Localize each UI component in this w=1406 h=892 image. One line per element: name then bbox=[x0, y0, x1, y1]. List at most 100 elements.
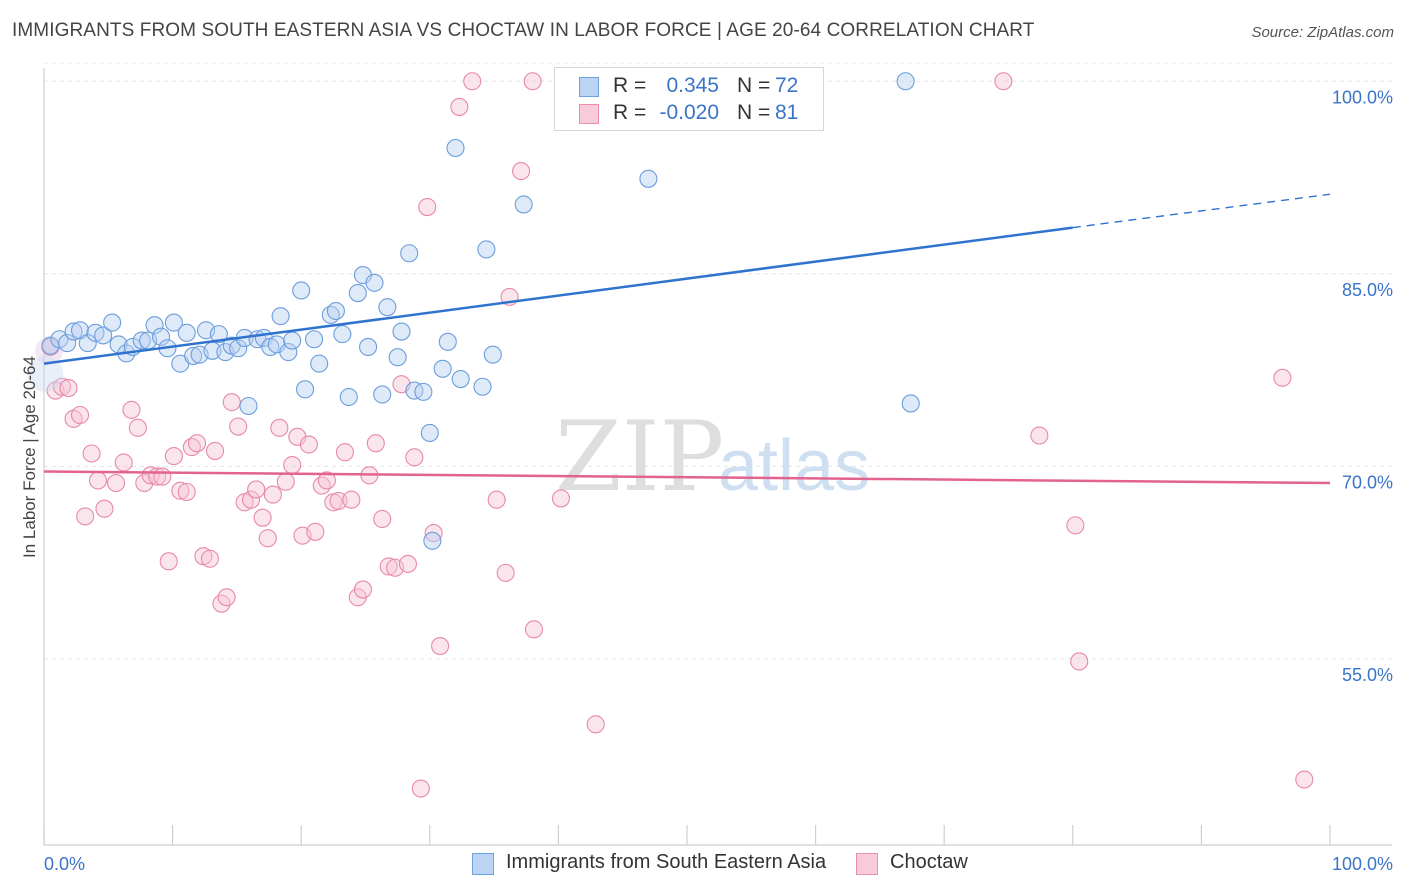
sea-point bbox=[279, 343, 298, 362]
choctaw-point bbox=[366, 434, 385, 453]
choctaw-point bbox=[270, 418, 289, 437]
legend-row-blue: R = 0.345 N = 72 bbox=[555, 74, 823, 100]
choctaw-point bbox=[1070, 652, 1089, 671]
sea-point bbox=[483, 345, 502, 364]
choctaw-point bbox=[551, 489, 571, 508]
choctaw-point bbox=[418, 197, 437, 217]
sea-point bbox=[145, 316, 164, 335]
choctaw-point bbox=[353, 580, 372, 599]
choctaw-point bbox=[524, 620, 544, 639]
sea-point bbox=[414, 382, 433, 401]
choctaw-point bbox=[122, 400, 141, 419]
choctaw-point bbox=[88, 471, 108, 490]
sea-point bbox=[292, 281, 311, 300]
sea-point bbox=[132, 331, 151, 350]
choctaw-point bbox=[299, 435, 318, 454]
choctaw-point bbox=[512, 162, 531, 181]
watermark: ZIP atlas bbox=[555, 401, 870, 513]
choctaw-point bbox=[159, 552, 178, 571]
sea-point bbox=[296, 380, 315, 399]
sea-point bbox=[177, 323, 196, 342]
choctaw-point bbox=[312, 476, 331, 495]
choctaw-point bbox=[205, 441, 225, 460]
legend-r-label: R = bbox=[613, 101, 647, 124]
choctaw-point bbox=[114, 453, 133, 472]
choctaw-point bbox=[342, 490, 361, 509]
tick-labels: 55.0% 70.0% 85.0% 100.0% 0.0% 100.0% bbox=[44, 87, 1393, 874]
sea-point bbox=[514, 195, 533, 214]
choctaw-point bbox=[487, 490, 506, 509]
choctaw-point bbox=[263, 485, 282, 504]
sea-point bbox=[639, 169, 658, 188]
choctaw-point bbox=[379, 557, 398, 576]
choctaw-point bbox=[1030, 426, 1049, 445]
y-tick-label: 55.0% bbox=[1342, 665, 1393, 685]
sea-point bbox=[373, 385, 392, 404]
x-tick-label: 0.0% bbox=[44, 854, 85, 874]
source-note: Source: ZipAtlas.com bbox=[1251, 24, 1394, 41]
choctaw-point bbox=[411, 779, 430, 798]
choctaw-point bbox=[463, 72, 482, 91]
choctaw-point bbox=[217, 588, 236, 607]
legend-sea-label: Immigrants from South Eastern Asia bbox=[506, 851, 827, 873]
sea-point bbox=[420, 423, 439, 443]
sea-trend-extension bbox=[1072, 193, 1331, 229]
choctaw-point bbox=[106, 473, 126, 493]
choctaw-point bbox=[153, 467, 172, 486]
sea-point bbox=[184, 346, 203, 365]
choctaw-point bbox=[247, 480, 266, 499]
choctaw-point bbox=[1273, 368, 1292, 387]
sea-point bbox=[326, 301, 345, 321]
choctaw-point bbox=[994, 72, 1013, 91]
legend-r-label: R = bbox=[613, 74, 647, 97]
choctaw-trend-line bbox=[43, 470, 1331, 485]
sea-point bbox=[283, 331, 302, 350]
choctaw-point bbox=[335, 443, 354, 462]
legend-row-pink: R = -0.020 N = 81 bbox=[555, 101, 823, 127]
legend-blue-swatch bbox=[579, 77, 599, 97]
legend-blue-r: 0.345 bbox=[666, 74, 719, 97]
sea-point bbox=[103, 313, 122, 332]
choctaw-point bbox=[586, 715, 605, 734]
legend-n-label: N = bbox=[737, 101, 771, 124]
choctaw-point bbox=[253, 508, 272, 527]
choctaw-point bbox=[82, 444, 101, 463]
sea-point bbox=[64, 322, 83, 341]
choctaw-point bbox=[141, 466, 160, 485]
legend-blue-n: 72 bbox=[775, 74, 799, 97]
legend-pink-r: -0.020 bbox=[659, 101, 719, 124]
legend-choctaw-label: Choctaw bbox=[890, 851, 968, 873]
y-tick-label: 85.0% bbox=[1342, 280, 1393, 300]
sea-point bbox=[310, 354, 329, 373]
watermark-atlas: atlas bbox=[718, 426, 870, 506]
sea-point bbox=[151, 327, 171, 346]
sea-point bbox=[378, 298, 397, 317]
sea-point bbox=[365, 273, 384, 292]
sea-point bbox=[333, 325, 352, 344]
choctaw-point bbox=[450, 97, 469, 116]
sea-point bbox=[392, 322, 411, 341]
sea-point bbox=[78, 334, 97, 353]
choctaw-point bbox=[200, 549, 219, 568]
sea-point bbox=[239, 396, 258, 416]
choctaw-point bbox=[424, 524, 443, 543]
y-tick-label: 100.0% bbox=[1332, 87, 1393, 107]
choctaw-point bbox=[128, 418, 147, 437]
sea-point bbox=[896, 72, 915, 91]
sea-point bbox=[477, 240, 496, 259]
choctaw-point bbox=[1066, 516, 1085, 535]
sea-point bbox=[58, 334, 77, 353]
sea-point bbox=[438, 332, 457, 351]
axes bbox=[43, 68, 1392, 846]
sea-point bbox=[388, 348, 407, 367]
sea-point bbox=[446, 138, 465, 158]
sea-point bbox=[359, 337, 378, 357]
sea-point bbox=[901, 394, 920, 413]
choctaw-point bbox=[187, 434, 207, 453]
sea-point bbox=[451, 370, 470, 389]
sea-points bbox=[27, 72, 920, 550]
choctaw-point bbox=[76, 507, 95, 526]
choctaw-point bbox=[329, 491, 348, 511]
legend-pink-n: 81 bbox=[775, 101, 799, 124]
